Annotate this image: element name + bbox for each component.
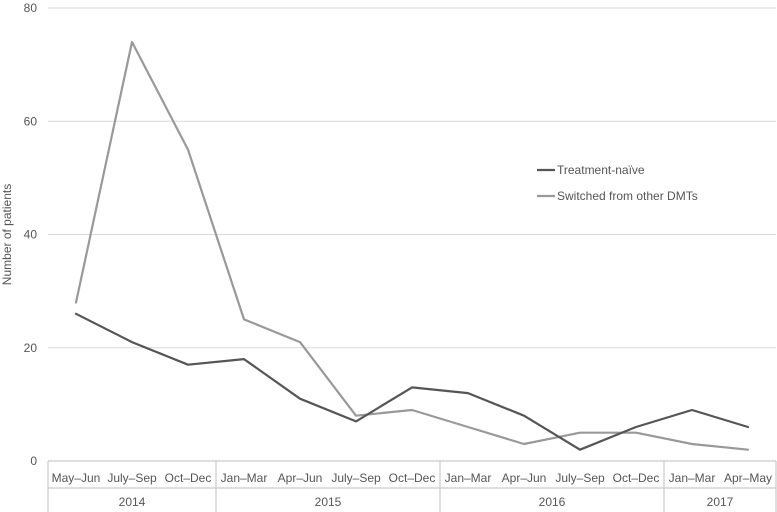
x-tick-label: Apr–Jun <box>278 471 323 485</box>
y-tick-label: 40 <box>24 228 38 242</box>
series-line-treatment-na-ve <box>74 312 750 451</box>
x-tick-label: Jan–Mar <box>445 471 492 485</box>
legend-label: Switched from other DMTs <box>557 189 698 203</box>
y-axis-ticks: 0 20 40 60 80 <box>24 1 38 468</box>
y-tick-label: 60 <box>24 114 38 128</box>
x-group-label: 2014 <box>119 495 146 509</box>
x-tick-label: Apr–Jun <box>502 471 547 485</box>
x-tick-label: May–Jun <box>52 471 101 485</box>
legend-label: Treatment-naïve <box>557 163 645 177</box>
y-tick-label: 80 <box>24 1 38 15</box>
grid-lines <box>48 7 776 462</box>
x-tick-label: Oct–Dec <box>613 471 660 485</box>
x-tick-label: July–Sep <box>555 471 605 485</box>
x-tick-label: Jan–Mar <box>669 471 716 485</box>
y-tick-label: 0 <box>30 454 37 468</box>
x-tick-label: July–Sep <box>331 471 381 485</box>
x-tick-label: Oct–Dec <box>165 471 212 485</box>
legend: Treatment-naïve Switched from other DMTs <box>537 163 698 203</box>
x-tick-label: July–Sep <box>107 471 157 485</box>
x-tick-label: Jan–Mar <box>221 471 268 485</box>
y-tick-label: 20 <box>24 341 38 355</box>
series-line-switched-from-other-dmts <box>74 40 750 451</box>
y-axis-title: Number of patients <box>0 184 14 285</box>
x-group-label: 2017 <box>707 495 734 509</box>
series-lines <box>74 40 750 451</box>
x-tick-label: Apr–May <box>724 471 772 485</box>
x-tick-label: Oct–Dec <box>389 471 436 485</box>
x-axis: May–Jun July–Sep Oct–Dec Jan–Mar Apr–Jun July… <box>47 461 777 512</box>
x-group-label: 2016 <box>539 495 566 509</box>
x-group-label: 2015 <box>315 495 342 509</box>
